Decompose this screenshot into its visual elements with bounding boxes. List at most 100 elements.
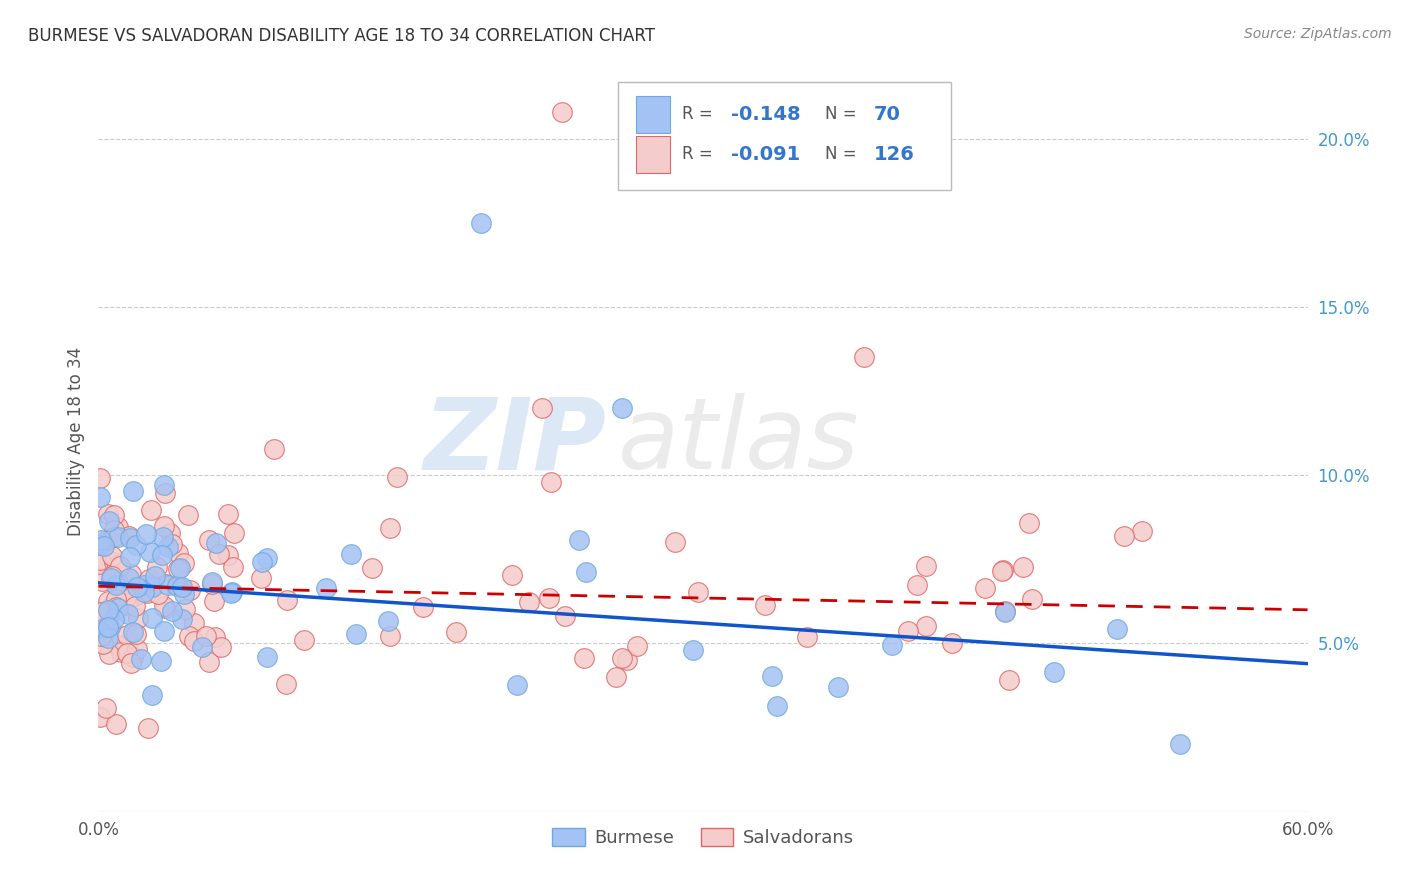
Text: 70: 70 <box>873 104 900 124</box>
Point <box>378 521 401 535</box>
Point <box>172 580 194 594</box>
Point <box>754 598 776 612</box>
Point <box>155 577 177 591</box>
Point <box>796 630 818 644</box>
Point <box>444 624 467 639</box>
Point <box>973 581 995 595</box>
Point <box>153 478 176 492</box>
Point <box>344 627 367 641</box>
Point <box>89 626 111 640</box>
Point <box>612 401 634 415</box>
Point <box>1107 623 1129 637</box>
Point <box>121 625 143 640</box>
Point <box>125 589 148 603</box>
Point <box>249 571 271 585</box>
Point <box>538 591 561 605</box>
Point <box>378 628 401 642</box>
Point <box>276 593 298 607</box>
Point <box>132 578 155 592</box>
Point <box>994 604 1017 618</box>
Point <box>103 612 125 626</box>
Point <box>274 676 297 690</box>
Point <box>103 555 125 569</box>
Point <box>104 717 127 731</box>
Point <box>385 470 408 484</box>
Point <box>174 602 197 616</box>
Point <box>125 642 148 657</box>
Point <box>162 537 184 551</box>
Point <box>222 560 245 574</box>
Point <box>530 401 553 415</box>
Point <box>195 629 218 643</box>
Point <box>101 599 124 613</box>
Text: atlas: atlas <box>619 393 860 490</box>
Point <box>217 548 239 562</box>
Point <box>1018 516 1040 530</box>
Point <box>941 636 963 650</box>
Point <box>125 538 148 552</box>
Point <box>141 580 163 594</box>
Text: -0.091: -0.091 <box>731 145 800 164</box>
Point <box>361 561 384 575</box>
Point <box>141 688 163 702</box>
Point <box>222 525 245 540</box>
Point <box>761 669 783 683</box>
Point <box>103 603 125 617</box>
FancyBboxPatch shape <box>619 82 950 190</box>
Point <box>915 559 938 574</box>
Text: N =: N = <box>825 145 862 163</box>
Point <box>104 591 127 606</box>
Point <box>118 529 141 543</box>
Point <box>173 587 195 601</box>
Point <box>91 637 114 651</box>
Point <box>686 585 709 599</box>
Point <box>263 442 285 456</box>
Point <box>252 555 274 569</box>
Point <box>315 581 337 595</box>
Point <box>93 621 115 635</box>
Point <box>94 701 117 715</box>
Point <box>152 530 174 544</box>
Point <box>127 611 149 625</box>
Point <box>156 578 179 592</box>
Point <box>575 565 598 579</box>
Point <box>1130 524 1153 538</box>
Point <box>105 578 128 592</box>
Point <box>177 629 200 643</box>
Point <box>125 580 148 594</box>
Point <box>256 551 278 566</box>
Point <box>153 601 176 615</box>
Point <box>138 572 160 586</box>
Point <box>117 607 139 622</box>
Point <box>905 577 928 591</box>
Point <box>201 574 224 589</box>
Point <box>110 645 132 659</box>
Point <box>136 586 159 600</box>
Point <box>89 490 111 504</box>
Point <box>150 548 173 562</box>
Point <box>103 530 125 544</box>
Point <box>97 603 120 617</box>
Point <box>183 615 205 630</box>
Point <box>1021 592 1043 607</box>
Point <box>89 557 111 571</box>
Point <box>1043 665 1066 679</box>
Point <box>124 588 146 602</box>
Point <box>105 558 128 573</box>
Point <box>89 605 111 619</box>
Point <box>219 586 242 600</box>
Point <box>90 606 112 620</box>
Point <box>105 600 128 615</box>
Text: R =: R = <box>682 145 718 163</box>
Point <box>682 643 704 657</box>
Point <box>153 624 176 638</box>
Bar <box>637 136 671 173</box>
Point <box>1168 738 1191 752</box>
Point <box>125 626 148 640</box>
Point <box>124 599 146 613</box>
Point <box>568 533 591 548</box>
Point <box>135 527 157 541</box>
Point <box>991 563 1014 577</box>
Point <box>97 620 120 634</box>
Point <box>292 633 315 648</box>
